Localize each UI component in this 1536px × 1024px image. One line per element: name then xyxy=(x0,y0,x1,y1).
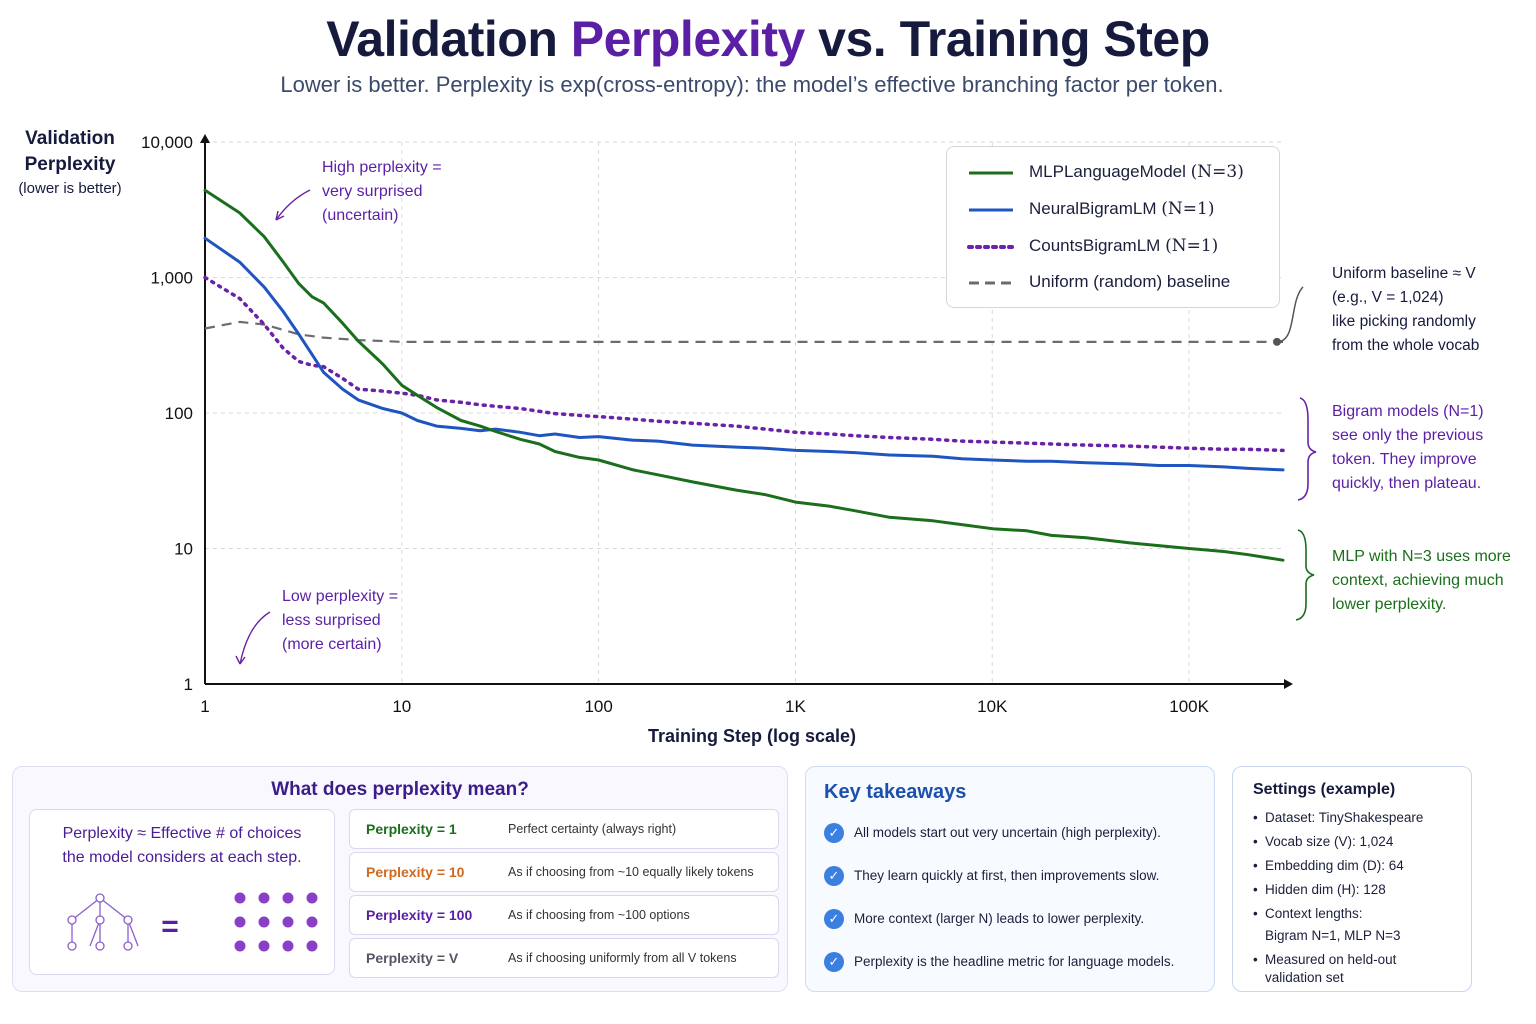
setting-item: • Hidden dim (H): 128 xyxy=(1253,882,1386,897)
x-tick-label: 100 xyxy=(584,697,612,716)
arrow-high-head xyxy=(275,210,285,221)
check-icon: ✓ xyxy=(824,909,844,929)
axes xyxy=(200,134,1293,689)
key-takeaways-panel: Key takeaways ✓ All models start out very… xyxy=(805,766,1215,992)
annotation-high-perplexity: High perplexity = very surprised (uncertai… xyxy=(322,159,442,224)
series-lines xyxy=(203,188,1285,562)
legend-entry-uniform: Uniform (random) baseline xyxy=(1029,272,1231,291)
x-axis-arrow xyxy=(1284,679,1293,689)
legend-swatches xyxy=(967,171,1015,285)
y-axis-label: Validation Perplexity xyxy=(24,128,116,175)
tree-equals-grid-illustration: = xyxy=(67,892,318,952)
perplexity-row-v: Perplexity = V As if choosing uniformly … xyxy=(349,938,779,978)
tick-labels: 1 10 100 1K 10K 100K 1 10 100 1,000 10,000 xyxy=(141,133,1210,716)
check-icon: ✓ xyxy=(824,823,844,843)
tree-icon xyxy=(67,893,139,951)
series-line-countsbigramlm xyxy=(203,275,1285,453)
y-tick-label: 10 xyxy=(174,540,193,559)
series-line-mlplanguagemodel xyxy=(203,188,1285,562)
setting-item: • Measured on held-out xyxy=(1253,952,1397,967)
legend-entry-mlp: MLPLanguageModel (N=3) xyxy=(1029,162,1244,182)
grid-dot xyxy=(234,892,246,904)
brace-bigram xyxy=(1297,397,1317,501)
grid-dot xyxy=(234,940,246,952)
grid-dot xyxy=(282,892,294,904)
x-tick-label: 10 xyxy=(392,697,411,716)
perplexity-meaning-panel: What does perplexity mean? Perplexity ≈ … xyxy=(12,766,788,992)
check-icon: ✓ xyxy=(824,866,844,886)
title-accent: Perplexity xyxy=(570,11,806,67)
legend-entry-counts: CountsBigramLM (N=1) xyxy=(1029,236,1219,256)
chart-subtitle: Lower is better. Perplexity is exp(cross… xyxy=(280,72,1224,97)
annotation-decor xyxy=(235,189,1317,665)
x-tick-label: 10K xyxy=(977,697,1008,716)
legend: MLPLanguageModel (N=3) NeuralBigramLM (N… xyxy=(946,146,1280,308)
grid-dot xyxy=(282,916,294,928)
chart-title: Validation Perplexity vs. Training Step xyxy=(0,10,1536,68)
setting-item: validation set xyxy=(1265,970,1344,985)
y-tick-label: 1 xyxy=(184,675,193,694)
grid-dot xyxy=(306,916,318,928)
grid-dot xyxy=(234,916,246,928)
meaning-card: Perplexity ≈ Effective # of choices the … xyxy=(29,809,335,975)
y-tick-label: 1,000 xyxy=(150,269,193,288)
annotation-low-perplexity: Low perplexity = less surprised (more cert… xyxy=(282,588,399,653)
setting-item: • Dataset: TinyShakespeare xyxy=(1253,810,1424,825)
setting-item: • Embedding dim (D): 64 xyxy=(1253,858,1404,873)
grid-dot xyxy=(258,940,270,952)
equals-sign: = xyxy=(161,910,179,943)
grid-dot xyxy=(258,892,270,904)
uniform-dot xyxy=(1273,337,1281,346)
x-tick-label: 1K xyxy=(785,697,806,716)
annotation-mlp: MLP with N=3 uses more context, achieving… xyxy=(1332,548,1511,613)
takeaways-title: Key takeaways xyxy=(824,781,967,803)
annotation-uniform-baseline: Uniform baseline ≈ V (e.g., V = 1,024) lik… xyxy=(1332,265,1480,354)
title-part2: vs. Training Step xyxy=(804,11,1210,67)
setting-item: • Context lengths: xyxy=(1253,906,1363,921)
setting-item: Bigram N=1, MLP N=3 xyxy=(1265,928,1401,943)
series-line-neuralbigramlm xyxy=(203,236,1285,472)
legend-entry-neural: NeuralBigramLM (N=1) xyxy=(1029,199,1215,219)
perplexity-row-1: Perplexity = 1 Perfect certainty (always… xyxy=(349,809,779,849)
settings-panel: Settings (example) • Dataset: TinyShakesp… xyxy=(1232,766,1472,992)
arrow-high xyxy=(275,189,311,221)
y-tick-label: 10,000 xyxy=(141,133,193,152)
dot-grid-icon xyxy=(234,892,318,952)
arrow-low xyxy=(239,611,271,665)
annotation-bigram: Bigram models (N=1) see only the previous… xyxy=(1332,403,1484,492)
x-tick-label: 1 xyxy=(200,697,209,716)
check-icon: ✓ xyxy=(824,952,844,972)
x-tick-label: 100K xyxy=(1169,697,1209,716)
grid-dot xyxy=(282,940,294,952)
y-axis-sublabel: (lower is better) xyxy=(18,180,122,197)
meaning-title: What does perplexity mean? xyxy=(271,779,529,800)
x-axis-label: Training Step (log scale) xyxy=(647,726,857,746)
arrow-low-head xyxy=(235,655,246,665)
grid-dot xyxy=(306,892,318,904)
perplexity-row-10: Perplexity = 10 As if choosing from ~10 … xyxy=(349,852,779,892)
meaning-card-text: Perplexity ≈ Effective # of choices the … xyxy=(62,825,302,866)
y-tick-label: 100 xyxy=(165,404,193,423)
grid-dot xyxy=(258,916,270,928)
arrow-uniform xyxy=(1276,286,1304,343)
y-axis-arrow xyxy=(200,134,210,143)
setting-item: • Vocab size (V): 1,024 xyxy=(1253,834,1394,849)
title-part1: Validation xyxy=(326,11,571,67)
perplexity-row-100: Perplexity = 100 As if choosing from ~10… xyxy=(349,895,779,935)
grid-dot xyxy=(306,940,318,952)
series-line-uniform-random-baseline xyxy=(204,320,1283,343)
brace-mlp xyxy=(1295,529,1315,621)
settings-title: Settings (example) xyxy=(1253,781,1396,798)
